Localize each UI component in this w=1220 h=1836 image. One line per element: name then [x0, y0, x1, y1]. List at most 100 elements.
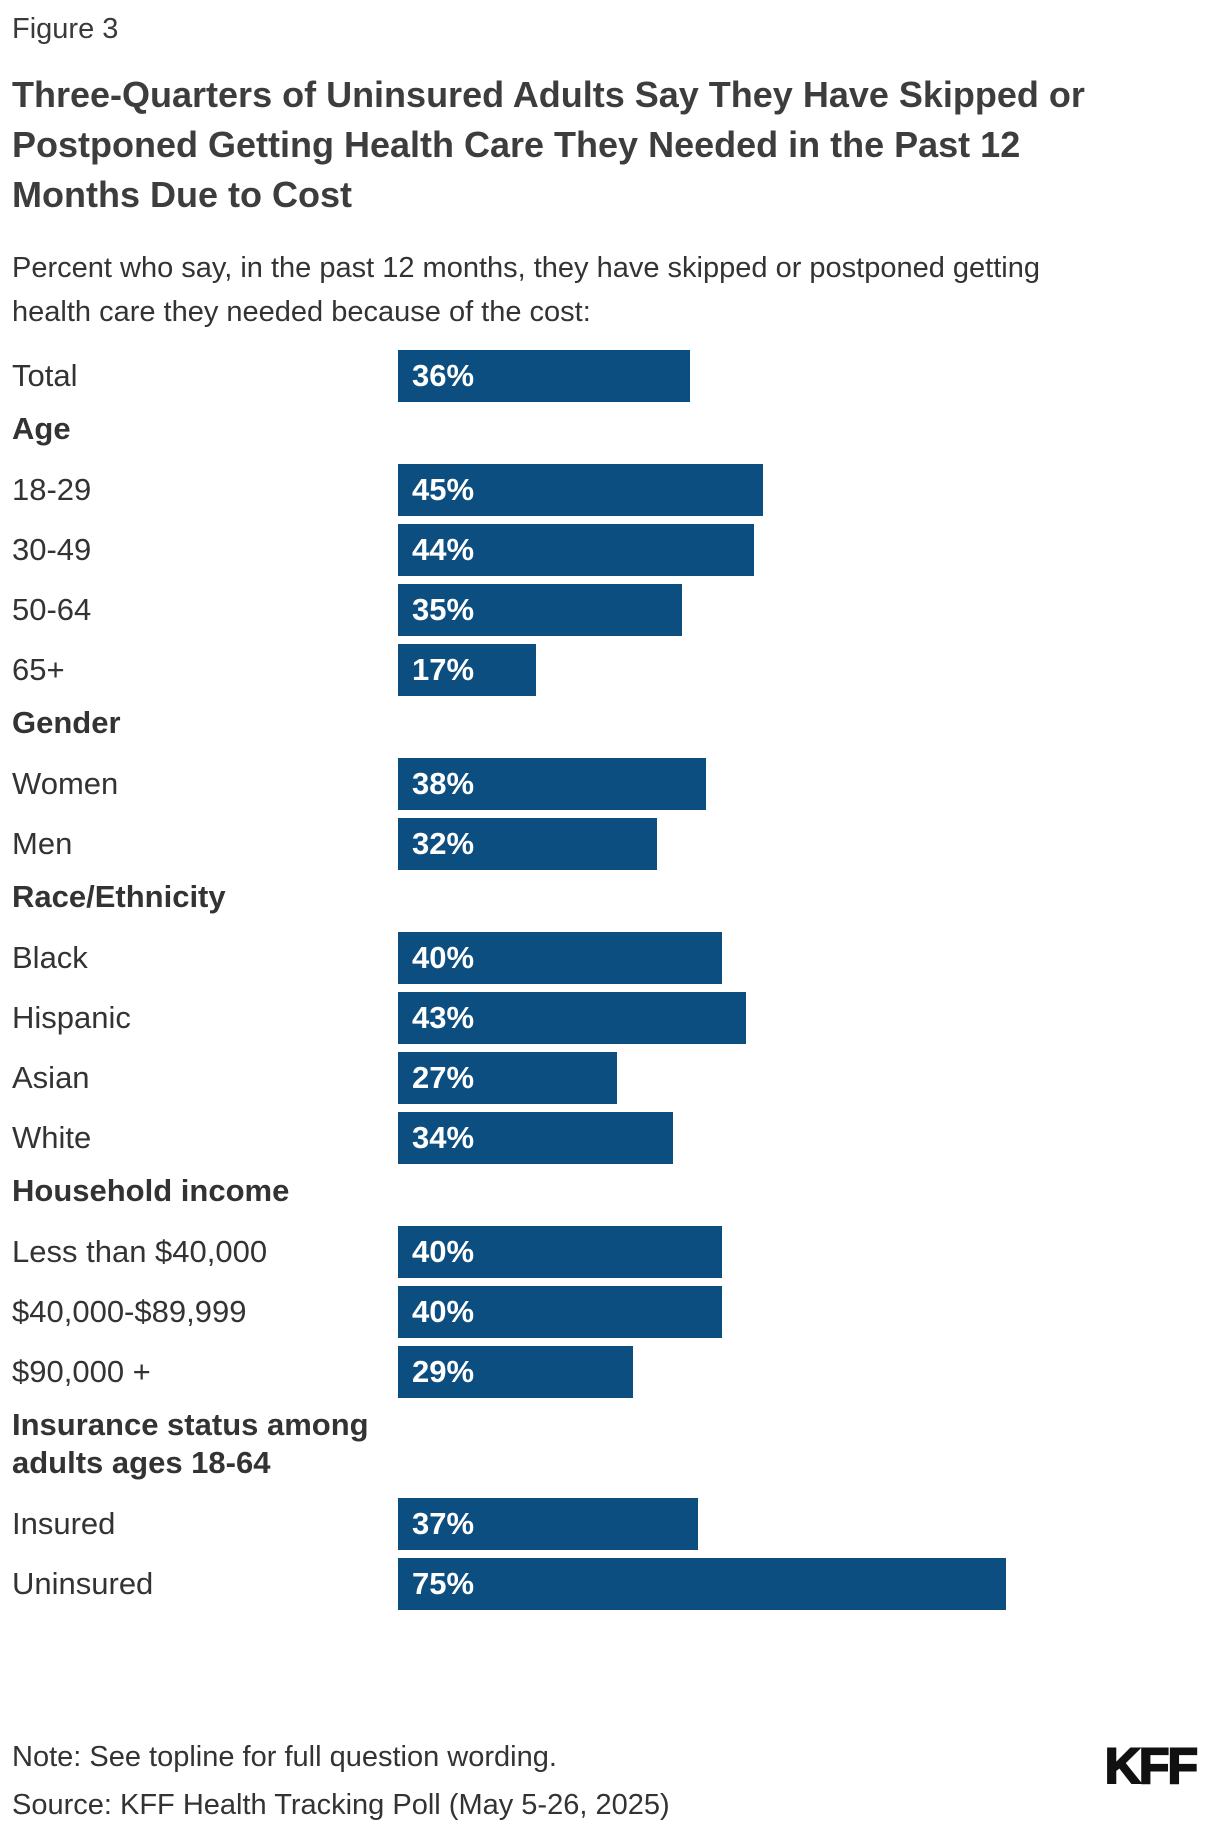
category-label: Asian	[12, 1060, 90, 1095]
bar-row-asian: Asian 27%	[12, 1052, 1196, 1104]
bar-black: 40%	[398, 932, 722, 984]
category-label: 30-49	[12, 532, 92, 567]
bar-track: 40%	[398, 1286, 1196, 1338]
bar-value-label: 35%	[412, 592, 475, 627]
chart-subtitle: Percent who say, in the past 12 months, …	[12, 246, 1196, 334]
chart-title-line-1: Three-Quarters of Uninsured Adults Say T…	[12, 74, 1085, 115]
category-label: Less than $40,000	[12, 1234, 268, 1269]
category-label: 18-29	[12, 472, 92, 507]
bar-row-65: 65+ 17%	[12, 644, 1196, 696]
bar-track: 32%	[398, 818, 1196, 870]
bar-value-label: 45%	[412, 472, 475, 507]
bar-track: 43%	[398, 992, 1196, 1044]
bar-asian: 27%	[398, 1052, 617, 1104]
category-label: 50-64	[12, 592, 92, 627]
bar-track: 37%	[398, 1498, 1196, 1550]
category-label: White	[12, 1120, 92, 1155]
bar-18-29: 45%	[398, 464, 763, 516]
bar-90-000: 29%	[398, 1346, 633, 1398]
bar-value-label: 17%	[412, 652, 475, 687]
bar-40-000-89-999: 40%	[398, 1286, 722, 1338]
category-label: Black	[12, 940, 88, 975]
bar-track: 17%	[398, 644, 1196, 696]
chart-subtitle-line-2: health care they needed because of the c…	[12, 296, 591, 328]
category-label: 65+	[12, 652, 65, 687]
bar-track: 35%	[398, 584, 1196, 636]
bar-value-label: 40%	[412, 940, 475, 975]
bar-track: 38%	[398, 758, 1196, 810]
bar-row-men: Men 32%	[12, 818, 1196, 870]
bar-track: 40%	[398, 1226, 1196, 1278]
bar-hispanic: 43%	[398, 992, 747, 1044]
bar-value-label: 32%	[412, 826, 475, 861]
category-label: $40,000-$89,999	[12, 1294, 247, 1329]
bar-total: 36%	[398, 350, 690, 402]
section-header-household-income: Household income	[12, 1173, 290, 1208]
bar-value-label: 40%	[412, 1294, 475, 1329]
bar-row-90-000: $90,000 + 29%	[12, 1346, 1196, 1398]
bar-row-women: Women 38%	[12, 758, 1196, 810]
bar-track: 36%	[398, 350, 1196, 402]
bar-value-label: 43%	[412, 1000, 475, 1035]
section-header-gender: Gender	[12, 705, 121, 740]
chart-title: Three-Quarters of Uninsured Adults Say T…	[12, 70, 1196, 220]
bar-value-label: 38%	[412, 766, 475, 801]
category-label: Insured	[12, 1506, 116, 1541]
bar-50-64: 35%	[398, 584, 682, 636]
section-header-age: Age	[12, 411, 71, 446]
bar-row-insured: Insured 37%	[12, 1498, 1196, 1550]
bar-row-50-64: 50-64 35%	[12, 584, 1196, 636]
chart-subtitle-line-1: Percent who say, in the past 12 months, …	[12, 252, 1040, 284]
source-text: Source: KFF Health Tracking Poll (May 5-…	[12, 1789, 670, 1821]
bar-insured: 37%	[398, 1498, 698, 1550]
section-header-race-ethnicity: Race/Ethnicity	[12, 879, 226, 914]
chart: Total 36% Age 18-29 45% 30-49 44% 50-64 35% 65+ 17…	[12, 350, 1196, 1610]
category-label: $90,000 +	[12, 1354, 151, 1389]
bar-women: 38%	[398, 758, 706, 810]
chart-title-line-2: Postponed Getting Health Care They Neede…	[12, 124, 1021, 165]
bar-row-less-than-40-000: Less than $40,000 40%	[12, 1226, 1196, 1278]
bar-white: 34%	[398, 1112, 674, 1164]
bar-65: 17%	[398, 644, 536, 696]
bar-value-label: 40%	[412, 1234, 475, 1269]
bar-value-label: 36%	[412, 358, 475, 393]
category-label: Total	[12, 358, 78, 393]
figure-page: Figure 3 Three-Quarters of Uninsured Adu…	[12, 13, 1196, 1610]
bar-track: 27%	[398, 1052, 1196, 1104]
bar-value-label: 29%	[412, 1354, 475, 1389]
bar-uninsured: 75%	[398, 1558, 1006, 1610]
chart-title-line-3: Months Due to Cost	[12, 174, 352, 215]
figure-footer: Note: See topline for full question word…	[12, 1738, 1199, 1836]
kff-logo: KFF	[1104, 1738, 1199, 1794]
bar-row-18-29: 18-29 45%	[12, 464, 1196, 516]
bar-track: 44%	[398, 524, 1196, 576]
bar-row-black: Black 40%	[12, 932, 1196, 984]
category-label: Women	[12, 766, 119, 801]
bar-track: 45%	[398, 464, 1196, 516]
bar-row-hispanic: Hispanic 43%	[12, 992, 1196, 1044]
bar-track: 75%	[398, 1558, 1196, 1610]
note-text: Note: See topline for full question word…	[12, 1741, 557, 1773]
bar-row-total: Total 36%	[12, 350, 1196, 402]
category-label: Men	[12, 826, 73, 861]
figure-label: Figure 3	[12, 13, 119, 45]
category-label: Hispanic	[12, 1000, 131, 1035]
bar-track: 40%	[398, 932, 1196, 984]
bar-track: 29%	[398, 1346, 1196, 1398]
bar-value-label: 34%	[412, 1120, 475, 1155]
bar-less-than-40-000: 40%	[398, 1226, 722, 1278]
bar-value-label: 75%	[412, 1566, 475, 1601]
bar-30-49: 44%	[398, 524, 755, 576]
bar-row-white: White 34%	[12, 1112, 1196, 1164]
section-header-insurance-status-among-adults-ages-18-64: Insurance status among adults ages 18-64	[12, 1407, 369, 1480]
bar-track: 34%	[398, 1112, 1196, 1164]
bar-men: 32%	[398, 818, 658, 870]
bar-row-40-000-89-999: $40,000-$89,999 40%	[12, 1286, 1196, 1338]
bar-value-label: 27%	[412, 1060, 475, 1095]
bar-row-30-49: 30-49 44%	[12, 524, 1196, 576]
category-label: Uninsured	[12, 1566, 154, 1601]
bar-row-uninsured: Uninsured 75%	[12, 1558, 1196, 1610]
bar-value-label: 44%	[412, 532, 475, 567]
bar-value-label: 37%	[412, 1506, 475, 1541]
footer-text: Note: See topline for full question word…	[12, 1740, 670, 1836]
